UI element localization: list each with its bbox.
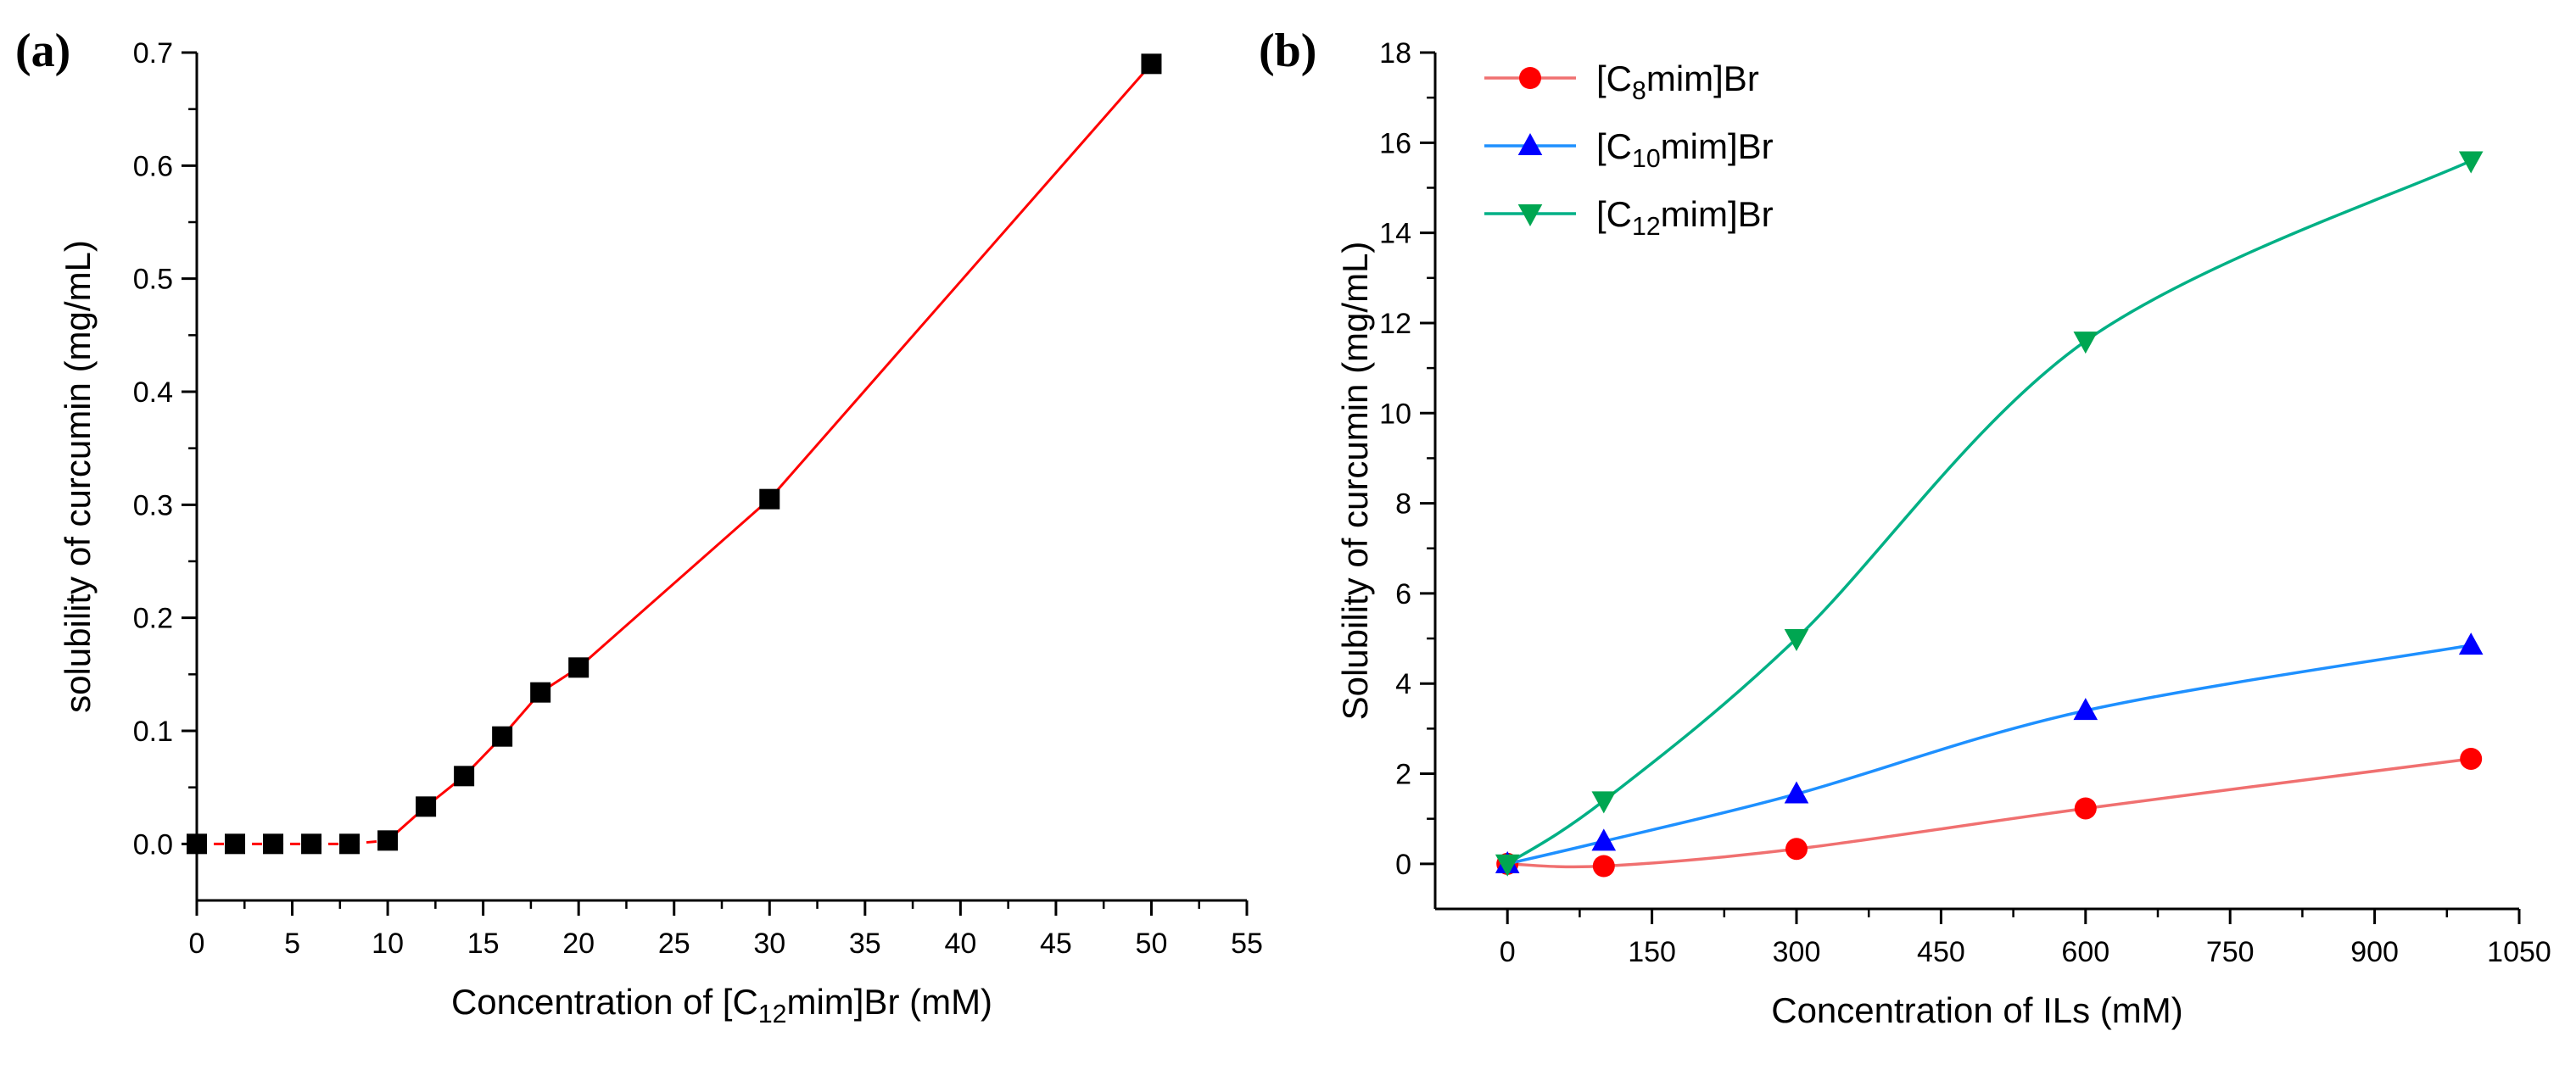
data-point [416, 796, 437, 817]
series-line-segment [578, 498, 771, 669]
data-point [377, 830, 399, 851]
x-tick-label: 40 [944, 928, 976, 960]
data-point [1591, 791, 1617, 814]
x-tick-label: 0 [1500, 936, 1516, 968]
data-point [1592, 855, 1615, 878]
legend-label-sub: 12 [1632, 213, 1661, 241]
y-tick-label: 0.2 [133, 603, 173, 635]
data-point [1784, 781, 1809, 804]
data-point [1591, 828, 1617, 851]
data-point [263, 833, 284, 855]
x-tick-label: 20 [562, 928, 595, 960]
data-point [2458, 151, 2484, 174]
chart-panel-a: 0 5 10 15 20 25 30 35 40 45 50 55 0.0 0.1 0.2 0.3 0.4 0.5… [15, 25, 1263, 1028]
x-axis-title-sub: 12 [758, 1000, 787, 1028]
x-tick-label: 750 [2206, 936, 2255, 968]
y-tick-label: 14 [1379, 218, 1411, 250]
series-line-segment [768, 63, 1153, 500]
y-tick-label: 0.7 [133, 37, 173, 70]
legend-label: [C8mim]Br [1596, 59, 1759, 105]
y-tick-label: 0 [1395, 849, 1411, 881]
y-tick-label: 18 [1379, 37, 1411, 70]
y-tick-label: 0.3 [133, 489, 173, 521]
panel-label: (a) [15, 25, 70, 77]
data-point [1785, 838, 1808, 861]
y-tick-label: 10 [1379, 398, 1411, 430]
y-axis-title: Solubility of curcumin (mg/mL) [1335, 242, 1375, 721]
x-tick-label: 450 [1917, 936, 1965, 968]
x-tick-label: 10 [372, 928, 404, 960]
y-tick-label: 0.6 [133, 150, 173, 182]
series-line-2 [1506, 159, 2472, 866]
legend-label: [C10mim]Br [1596, 126, 1774, 173]
legend-label-pre: [C [1596, 126, 1632, 166]
chart-panel-b: 0 150 300 450 600 750 900 1050 0 2 4 6 8 10 12 14 16 18 Co… [1259, 25, 2551, 1030]
x-tick-label: 5 [284, 928, 300, 960]
legend-label-post: mim]Br [1646, 59, 1759, 98]
data-point [2074, 797, 2097, 820]
data-point [2073, 332, 2098, 354]
x-axis-title: Concentration of [C12mim]Br (mM) [451, 982, 992, 1028]
x-tick-label: 1050 [2487, 936, 2551, 968]
legend-marker [1517, 203, 1543, 226]
x-tick-label: 300 [1773, 936, 1821, 968]
x-tick-label: 35 [849, 928, 881, 960]
y-tick-label: 6 [1395, 578, 1411, 610]
x-tick-label: 50 [1136, 928, 1168, 960]
x-tick-label: 900 [2350, 936, 2399, 968]
legend-label-post: mim]Br [1661, 126, 1774, 166]
y-tick-label: 8 [1395, 488, 1411, 521]
data-point [339, 833, 360, 855]
legend-label-post: mim]Br [1661, 194, 1774, 234]
data-point [530, 682, 551, 703]
y-tick-label: 4 [1395, 668, 1411, 700]
data-point [301, 833, 322, 855]
x-tick-label: 15 [467, 928, 500, 960]
data-point [568, 657, 590, 678]
data-point [759, 488, 780, 510]
x-tick-label: 600 [2061, 936, 2109, 968]
y-tick-label: 0.4 [133, 376, 173, 409]
panel-label: (b) [1259, 25, 1316, 77]
legend-label-pre: [C [1596, 59, 1632, 98]
data-point [225, 833, 246, 855]
legend-marker [1519, 67, 1541, 89]
data-point [2460, 747, 2483, 770]
legend-label: [C12mim]Br [1596, 194, 1774, 241]
y-tick-label: 16 [1379, 127, 1411, 159]
y-tick-label: 0.1 [133, 716, 173, 748]
legend-marker [1517, 133, 1543, 156]
legend-label-sub: 10 [1632, 145, 1661, 173]
x-tick-label: 0 [189, 928, 205, 960]
y-tick-label: 2 [1395, 759, 1411, 791]
x-tick-label: 45 [1040, 928, 1072, 960]
series-line-1 [1506, 644, 2472, 866]
data-point [1141, 53, 1162, 75]
series-line-0 [1507, 757, 2472, 869]
legend-label-sub: 8 [1632, 77, 1646, 105]
data-point [454, 766, 475, 787]
y-axis-title: solubility of curcumin (mg/mL) [58, 240, 98, 713]
x-tick-label: 30 [753, 928, 785, 960]
y-tick-label: 0.5 [133, 264, 173, 296]
data-point [2073, 698, 2098, 721]
x-axis-title-post: mim]Br (mM) [786, 982, 992, 1022]
y-tick-label: 0.0 [133, 828, 173, 861]
x-tick-label: 25 [658, 928, 690, 960]
x-axis-title: Concentration of ILs (mM) [1771, 990, 2183, 1030]
y-tick-label: 12 [1379, 308, 1411, 340]
x-tick-label: 150 [1628, 936, 1676, 968]
x-tick-label: 55 [1231, 928, 1263, 960]
data-point [492, 726, 513, 747]
data-point [187, 833, 207, 855]
data-point [2458, 633, 2484, 655]
data-point [1784, 629, 1809, 652]
data-point [1495, 854, 1520, 877]
legend-label-pre: [C [1596, 194, 1632, 234]
x-axis-title-pre: Concentration of [C [451, 982, 758, 1022]
